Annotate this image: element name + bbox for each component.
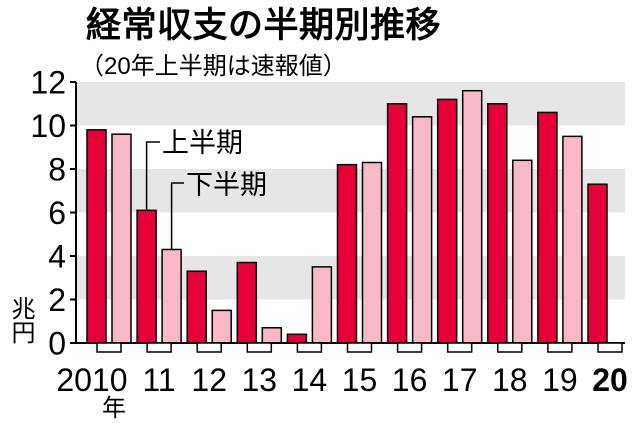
y-axis-unit-label: 兆円 xyxy=(7,296,34,344)
bar-first-half-15 xyxy=(336,163,358,344)
x-tick-box xyxy=(146,342,172,353)
x-tick-label: 18 xyxy=(492,362,528,398)
x-tick-label: 14 xyxy=(292,362,328,398)
bar-first-half-19 xyxy=(537,111,558,344)
x-tick-box xyxy=(547,342,573,353)
bars-group xyxy=(86,89,608,344)
legend-label-first-half: 上半期 xyxy=(162,128,243,158)
x-tick-box xyxy=(346,342,373,353)
x-tick-label: 13 xyxy=(242,362,278,398)
bar-second-half-13 xyxy=(261,327,283,344)
bar-second-half-19 xyxy=(562,135,583,344)
bar-second-half-15 xyxy=(361,161,383,344)
x-tick-box xyxy=(246,342,273,353)
legend-leader-line-second-half xyxy=(170,182,184,250)
bar-first-half-18 xyxy=(487,103,508,344)
x-tick-label: 16 xyxy=(392,362,428,398)
x-tick-box xyxy=(597,342,623,353)
y-tick-label: 0 xyxy=(48,326,66,362)
x-tick-label: 15 xyxy=(342,362,378,398)
chart-title: 経常収支の半期別推移 xyxy=(86,6,442,45)
legend-leader-line-first-half xyxy=(145,141,160,211)
x-tick-boxes-group xyxy=(96,342,623,353)
x-tick-box xyxy=(497,342,523,353)
legend-label-second-half: 下半期 xyxy=(186,170,267,200)
y-tick-label: 2 xyxy=(48,282,66,318)
bar-first-half-20 xyxy=(587,183,608,344)
bar-first-half-16 xyxy=(386,103,408,344)
y-tick-label: 6 xyxy=(48,195,66,231)
y-tick-label: 8 xyxy=(48,152,66,188)
bar-second-half-12 xyxy=(211,309,232,344)
x-tick-label: 19 xyxy=(542,362,578,398)
x-axis-unit-label: 年 xyxy=(102,395,126,422)
background-band xyxy=(76,82,625,126)
y-ticks-group: 0 2 4 6 8 10 12 xyxy=(30,65,76,362)
y-tick-label: 10 xyxy=(30,108,66,144)
y-tick-label: 12 xyxy=(30,65,66,101)
x-tick-box xyxy=(196,342,222,353)
bar-first-half-2010 xyxy=(86,129,107,344)
bar-first-half-12 xyxy=(186,270,207,344)
bar-second-half-17 xyxy=(461,89,483,344)
bar-first-half-17 xyxy=(436,98,458,344)
x-tick-label: 20 xyxy=(592,362,628,398)
x-tick-label: 2010 xyxy=(56,362,127,398)
chart-subtitle: （20年上半期は速報値） xyxy=(80,53,347,80)
x-tick-box xyxy=(396,342,423,353)
bar-second-half-2010 xyxy=(111,133,132,344)
x-tick-labels-group: 2010 11 12 13 14 15 16 17 18 19 20 xyxy=(56,362,627,398)
bar-first-half-13 xyxy=(236,261,258,344)
bar-second-half-16 xyxy=(411,116,433,344)
x-tick-label: 11 xyxy=(142,362,175,398)
bar-second-half-18 xyxy=(512,159,533,344)
bar-second-half-11 xyxy=(161,248,182,344)
x-tick-label: 17 xyxy=(442,362,478,398)
bar-first-half-14 xyxy=(286,333,308,344)
x-tick-box xyxy=(96,342,122,353)
x-tick-box xyxy=(296,342,323,353)
bar-second-half-14 xyxy=(311,266,333,344)
x-tick-label: 12 xyxy=(191,362,227,398)
y-tick-label: 4 xyxy=(48,239,66,275)
legend-annotations: 上半期 下半期 xyxy=(145,128,267,250)
bar-first-half-11 xyxy=(136,209,157,344)
x-tick-box xyxy=(446,342,473,353)
